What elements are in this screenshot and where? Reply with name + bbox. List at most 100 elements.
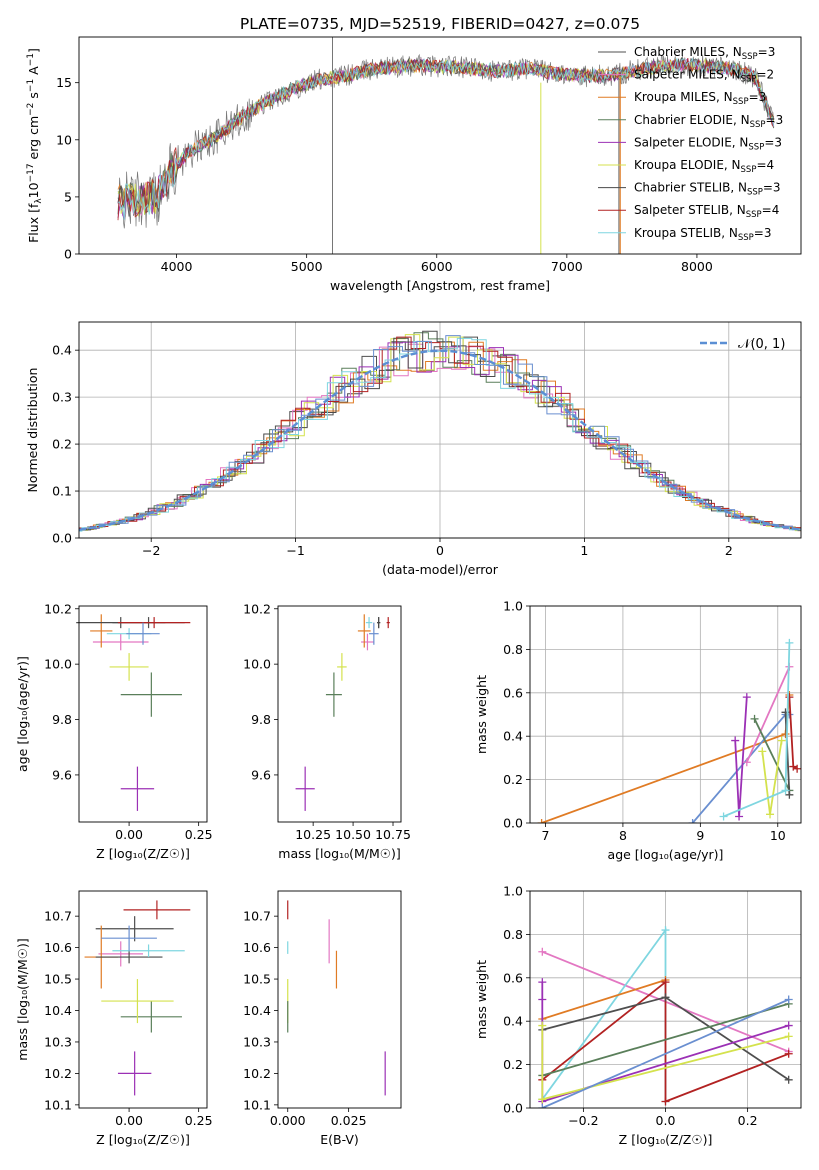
mass-vs-metallicity-panel: 0.00 0.25 10.1 10.2 10.3 10.4 10.5 10.6 10.7 Z [l… xyxy=(15,890,213,1147)
weight-line-chabrier-elodie xyxy=(753,718,791,791)
residuals-panel: −2 −1 0 1 2 0.0 0.1 0.2 0.3 0.4 (data-model)/error… xyxy=(25,321,802,577)
x-tick-label: 1 xyxy=(580,543,588,558)
x-tick-label: 0.25 xyxy=(185,827,213,842)
axes-frame xyxy=(529,605,802,824)
y-axis-label: Normed distribution xyxy=(25,368,40,493)
y-tick-label: 10.2 xyxy=(243,601,271,616)
x-tick-label: 0.25 xyxy=(185,1113,213,1128)
weight-marker xyxy=(742,758,751,767)
x-tick-label: 7 xyxy=(542,828,550,843)
weight-marker xyxy=(661,926,670,935)
y-tick-label: 0.4 xyxy=(52,343,72,358)
weight-marker xyxy=(731,736,740,745)
weight-marker xyxy=(785,693,794,702)
y-label-part: −2 xyxy=(26,103,36,116)
y-tick-label: 9.6 xyxy=(251,767,271,782)
legend-sub: SSP xyxy=(738,233,754,243)
x-tick-label: 0.00 xyxy=(115,1113,143,1128)
x-axis-label: mass [log₁₀(M/M☉)] xyxy=(278,846,400,861)
axes-frame xyxy=(529,890,802,1109)
weight-line-salpeter-stelib xyxy=(788,697,798,770)
y-tick-label: 9.8 xyxy=(251,712,271,727)
weight-marker xyxy=(766,810,775,819)
y-tick-label: 10.1 xyxy=(243,1097,271,1112)
weight-marker xyxy=(688,819,697,823)
weight-lines xyxy=(537,638,801,823)
y-tick-label: 10.4 xyxy=(243,1003,271,1018)
spectrum-lines xyxy=(117,37,775,254)
y-tick-label: 0.0 xyxy=(52,531,72,546)
y-label-part: ] xyxy=(26,48,41,53)
y-tick-label: 10.2 xyxy=(44,1066,72,1081)
y-label-part: erg cm xyxy=(26,116,41,164)
y-tick-label: 10.6 xyxy=(44,940,72,955)
legend-model: Salpeter STELIB, N xyxy=(634,203,746,217)
y-tick-label: 10.4 xyxy=(44,1003,72,1018)
y-tick-label: 10.1 xyxy=(44,1097,72,1112)
axes-frame xyxy=(78,36,802,255)
y-tick-label: 0.3 xyxy=(52,390,72,405)
spectrum-panel: 4000 5000 6000 7000 8000 0 5 10 15 wavelength [An… xyxy=(26,36,802,293)
weight-marker xyxy=(758,747,767,756)
x-tick-label: 8000 xyxy=(681,259,713,274)
weight-line-salpeter-stelib xyxy=(541,980,790,1103)
x-tick-label: 2 xyxy=(725,543,733,558)
y-label-part: λ xyxy=(34,198,44,204)
weight-marker xyxy=(793,764,801,773)
x-tick-label: 10.75 xyxy=(375,827,411,842)
legend-nssp: =4 xyxy=(756,158,774,172)
legend-label-chabrier-elodie: Chabrier ELODIE, NSSP=3 xyxy=(634,113,783,130)
y-label-part: 10 xyxy=(26,182,41,198)
legend-label-chabrier-stelib: Chabrier STELIB, NSSP=3 xyxy=(634,181,781,198)
legend-label-salpeter-stelib: Salpeter STELIB, NSSP=4 xyxy=(634,203,779,220)
y-tick-label: 0.8 xyxy=(503,642,523,657)
legend-label-kroupa-elodie: Kroupa ELODIE, NSSP=4 xyxy=(634,158,774,175)
legend-nssp: =3 xyxy=(758,45,776,59)
legend-model: Salpeter MILES, N xyxy=(634,68,741,82)
gaussian-curve xyxy=(79,349,801,531)
weight-marker xyxy=(784,1021,793,1030)
x-tick-label: 0.2 xyxy=(738,1113,758,1128)
weight-line-kroupa-stelib xyxy=(723,642,791,818)
weight-marker xyxy=(784,995,793,1004)
legend-nssp: =4 xyxy=(762,203,780,217)
y-tick-label: 10 xyxy=(56,132,72,147)
legend-sub: SSP xyxy=(746,210,762,220)
weight-line-blue xyxy=(691,713,790,823)
legend-nssp: =3 xyxy=(754,226,772,240)
weight-marker xyxy=(538,947,547,956)
x-axis-label: age [log₁₀(age/yr)] xyxy=(608,847,724,862)
y-tick-label: 0.0 xyxy=(503,1101,523,1116)
axes-frame xyxy=(277,890,402,1109)
weight-lines xyxy=(538,926,793,1108)
y-tick-label: 0.2 xyxy=(52,437,72,452)
y-tick-label: 0.6 xyxy=(503,970,523,985)
x-tick-label: 6000 xyxy=(421,259,453,274)
legend-sub: SSP xyxy=(741,165,757,175)
histogram-blue xyxy=(79,335,801,531)
y-tick-label: 0.1 xyxy=(52,484,72,499)
x-tick-label: 9 xyxy=(696,828,704,843)
legend-sub: SSP xyxy=(750,120,766,130)
histogram-kroupa-elodie xyxy=(79,334,801,532)
spectrum-model-chabrier-stelib xyxy=(117,57,775,217)
x-tick-label: 0.00 xyxy=(115,827,143,842)
x-tick-label: 10.25 xyxy=(295,827,331,842)
x-tick-label: 0.0 xyxy=(656,1113,676,1128)
axes-frame xyxy=(78,890,208,1109)
y-tick-label: 9.8 xyxy=(52,712,72,727)
weight-marker xyxy=(538,1021,547,1030)
y-tick-label: 10.6 xyxy=(243,940,271,955)
legend-nssp: =3 xyxy=(763,181,781,195)
weight-marker xyxy=(784,1032,793,1041)
weight-marker xyxy=(538,995,547,1004)
weight-line-kroupa-stelib xyxy=(541,927,667,1102)
y-tick-label: 0 xyxy=(64,247,72,262)
weight-marker xyxy=(777,736,786,745)
legend-sub: SSP xyxy=(747,188,763,198)
legend-label-kroupa-miles: Kroupa MILES, NSSP=3 xyxy=(634,90,766,107)
y-tick-label: 5 xyxy=(64,189,72,204)
legend-gauss-label: 𝒩(0, 1) xyxy=(738,337,785,352)
